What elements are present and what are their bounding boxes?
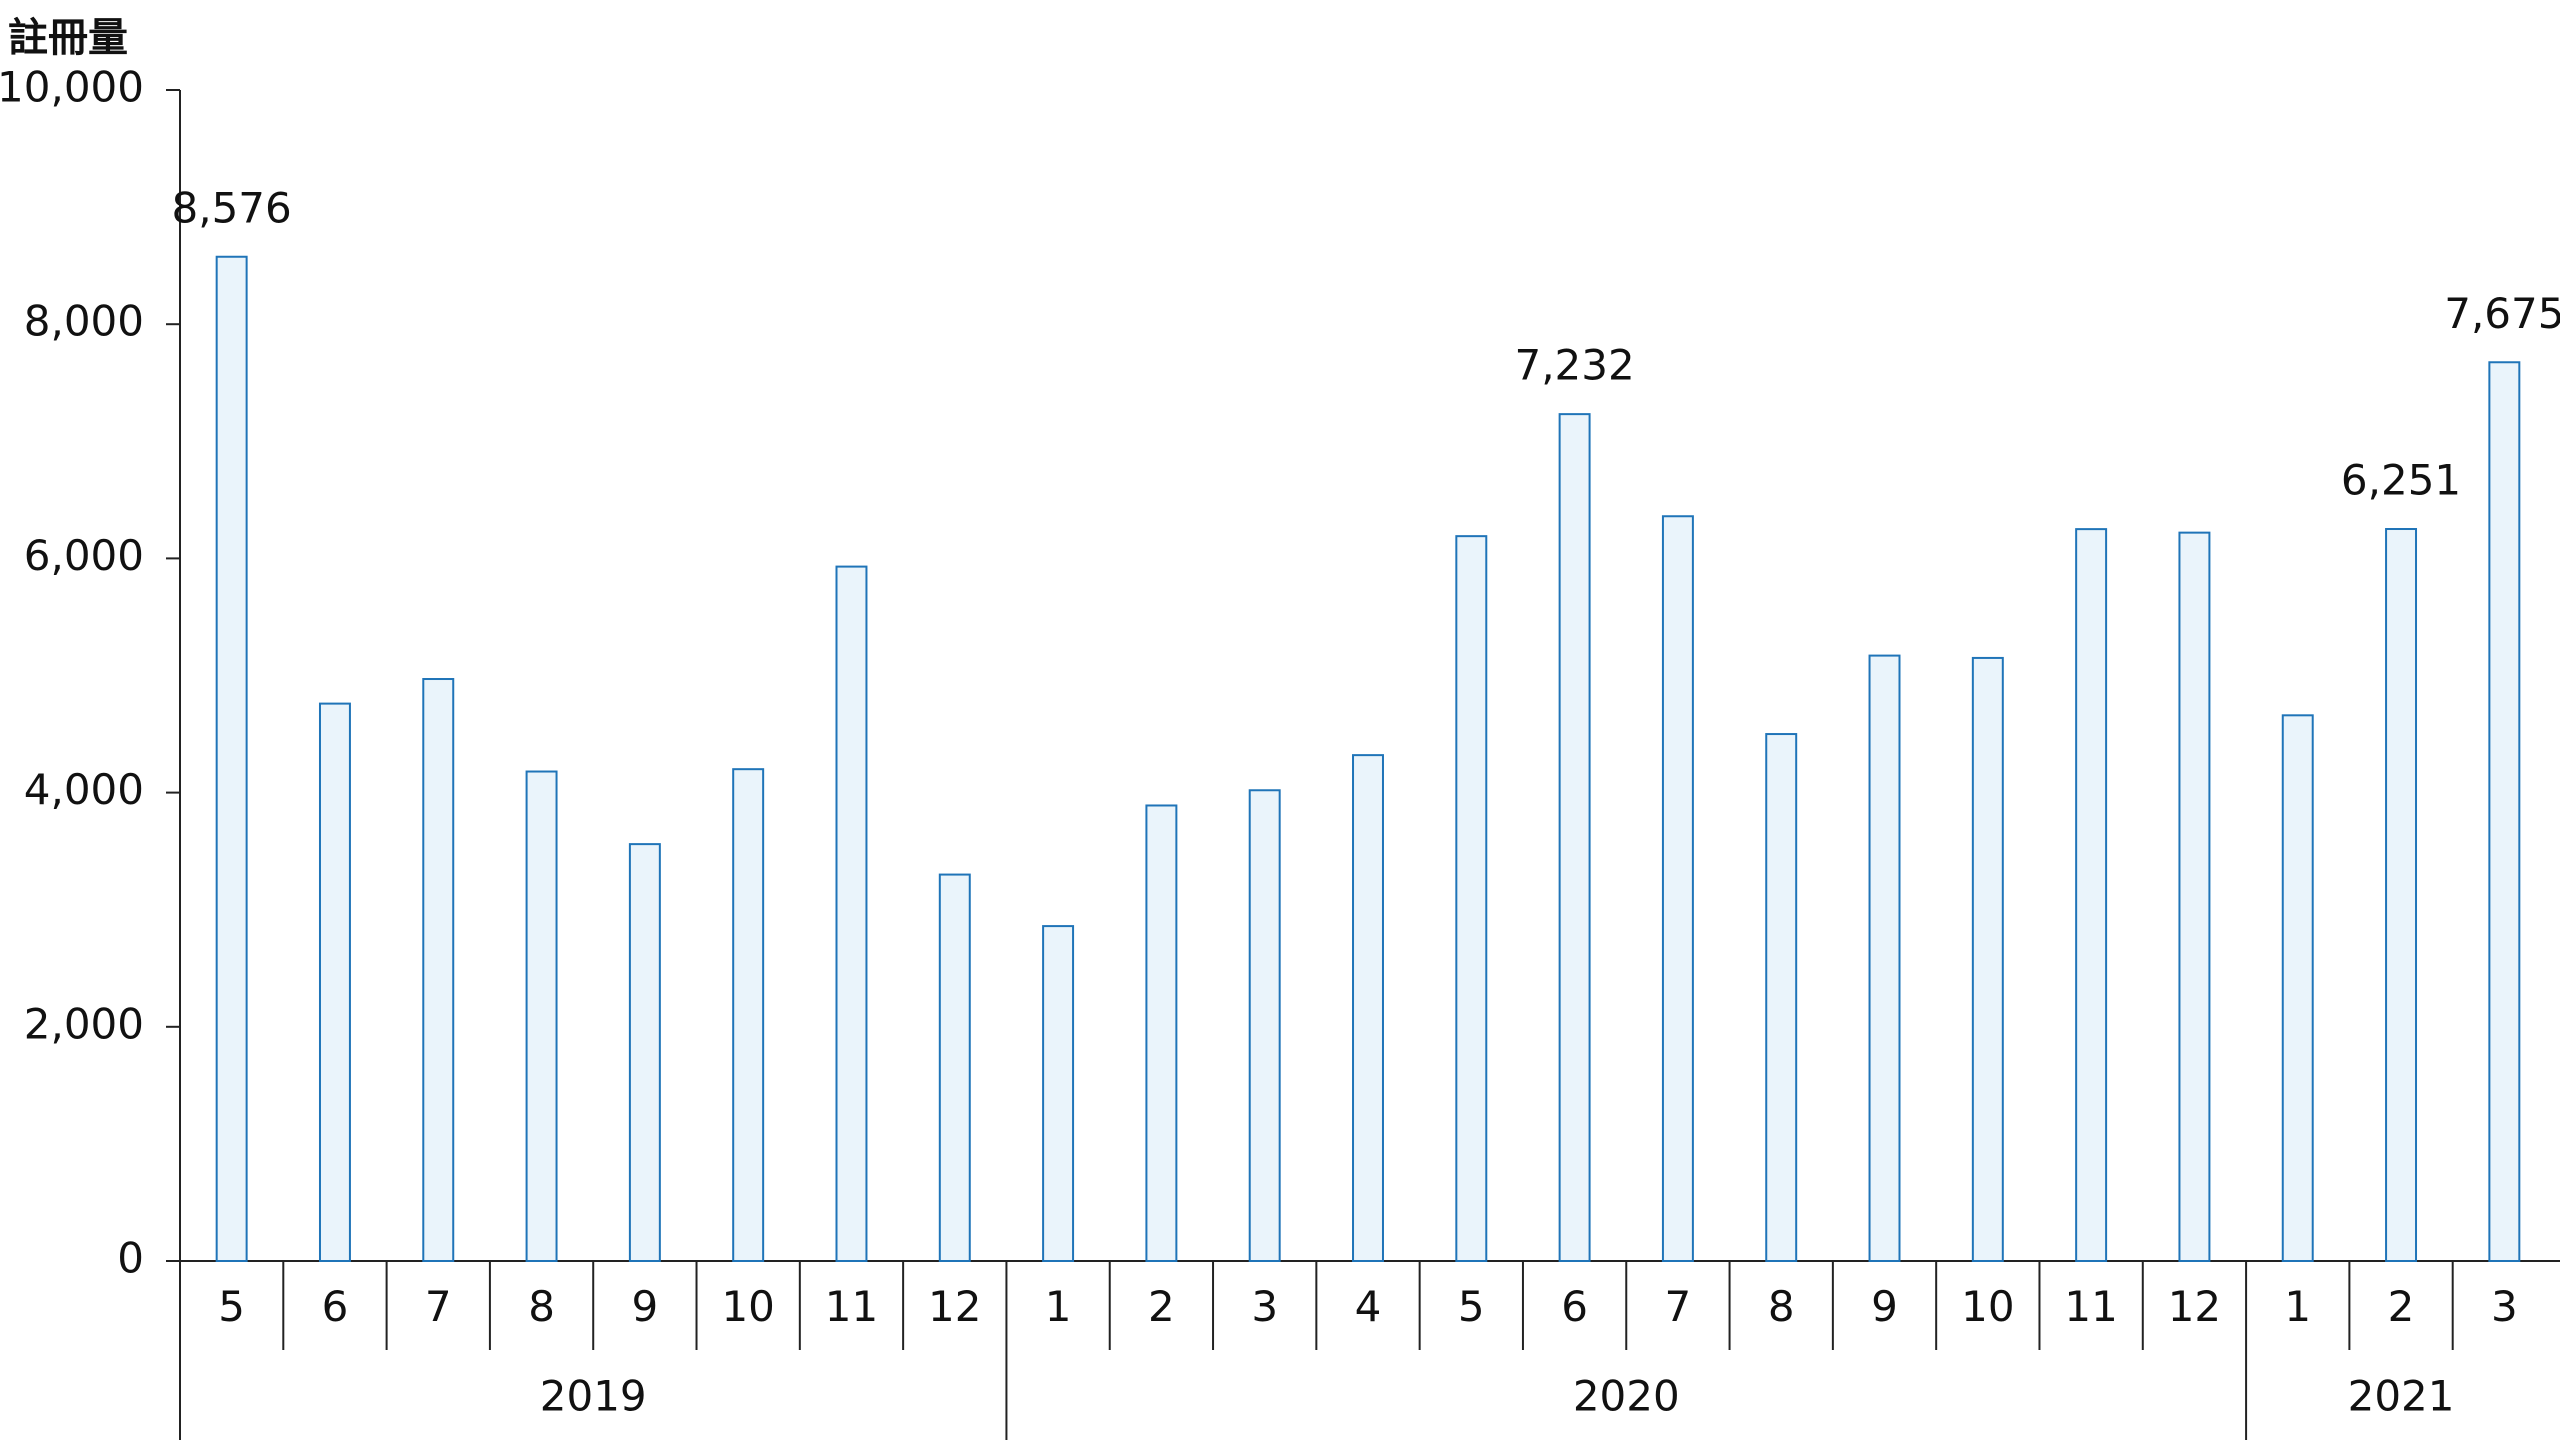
- x-tick-label: 3: [2491, 1282, 2518, 1331]
- bar: [732, 768, 765, 1262]
- value-label: 8,576: [172, 183, 292, 232]
- x-tick-label: 9: [632, 1282, 659, 1331]
- x-tick-label: 2: [2388, 1282, 2415, 1331]
- y-tick-label: 8,000: [24, 297, 144, 346]
- bar: [318, 702, 351, 1262]
- x-tick-label: 7: [1665, 1282, 1692, 1331]
- bar: [1868, 654, 1901, 1262]
- bar: [2488, 361, 2521, 1262]
- bar: [1661, 515, 1694, 1262]
- y-tick-label: 10,000: [0, 63, 144, 112]
- bar: [2178, 531, 2211, 1262]
- group-label: 2020: [1573, 1372, 1680, 1421]
- x-tick-label: 5: [218, 1282, 245, 1331]
- y-tick-label: 4,000: [24, 765, 144, 814]
- x-tick-label: 6: [1561, 1282, 1588, 1331]
- y-axis-label: 註冊量: [8, 15, 128, 61]
- bar: [1145, 804, 1178, 1263]
- value-label: 7,232: [1514, 341, 1634, 390]
- bar: [1455, 535, 1488, 1262]
- y-tick-label: 0: [117, 1234, 144, 1283]
- x-tick-label: 10: [1961, 1282, 2014, 1331]
- value-label: 7,675: [2444, 289, 2560, 338]
- group-label: 2019: [540, 1372, 647, 1421]
- bar: [938, 873, 971, 1262]
- bar: [628, 843, 661, 1263]
- x-tick-label: 2: [1148, 1282, 1175, 1331]
- x-tick-label: 1: [1045, 1282, 1072, 1331]
- y-tick-label: 2,000: [24, 999, 144, 1048]
- x-tick-label: 10: [721, 1282, 774, 1331]
- x-tick-label: 5: [1458, 1282, 1485, 1331]
- bar: [1765, 733, 1798, 1262]
- bar: [2385, 528, 2418, 1262]
- bar: [1971, 656, 2004, 1262]
- bar: [1352, 754, 1384, 1262]
- x-tick-label: 11: [2064, 1282, 2117, 1331]
- x-tick-label: 3: [1251, 1282, 1278, 1331]
- x-tick-label: 1: [2284, 1282, 2311, 1331]
- group-label: 2021: [2348, 1372, 2455, 1421]
- x-tick-label: 8: [528, 1282, 555, 1331]
- x-tick-label: 7: [425, 1282, 452, 1331]
- x-tick-label: 4: [1355, 1282, 1382, 1331]
- bar: [1558, 413, 1591, 1262]
- bar: [525, 770, 558, 1262]
- bar: [835, 565, 868, 1262]
- y-tick-label: 6,000: [24, 531, 144, 580]
- value-label: 6,251: [2341, 456, 2461, 505]
- x-tick-label: 9: [1871, 1282, 1898, 1331]
- x-tick-label: 12: [928, 1282, 981, 1331]
- bar: [422, 678, 455, 1262]
- bar: [1248, 789, 1281, 1262]
- bar: [1042, 925, 1075, 1262]
- bar: [2075, 528, 2108, 1262]
- bar: [2281, 714, 2314, 1262]
- x-tick-label: 12: [2168, 1282, 2221, 1331]
- x-tick-label: 6: [322, 1282, 349, 1331]
- x-tick-label: 8: [1768, 1282, 1795, 1331]
- bar: [215, 255, 248, 1262]
- x-tick-label: 11: [825, 1282, 878, 1331]
